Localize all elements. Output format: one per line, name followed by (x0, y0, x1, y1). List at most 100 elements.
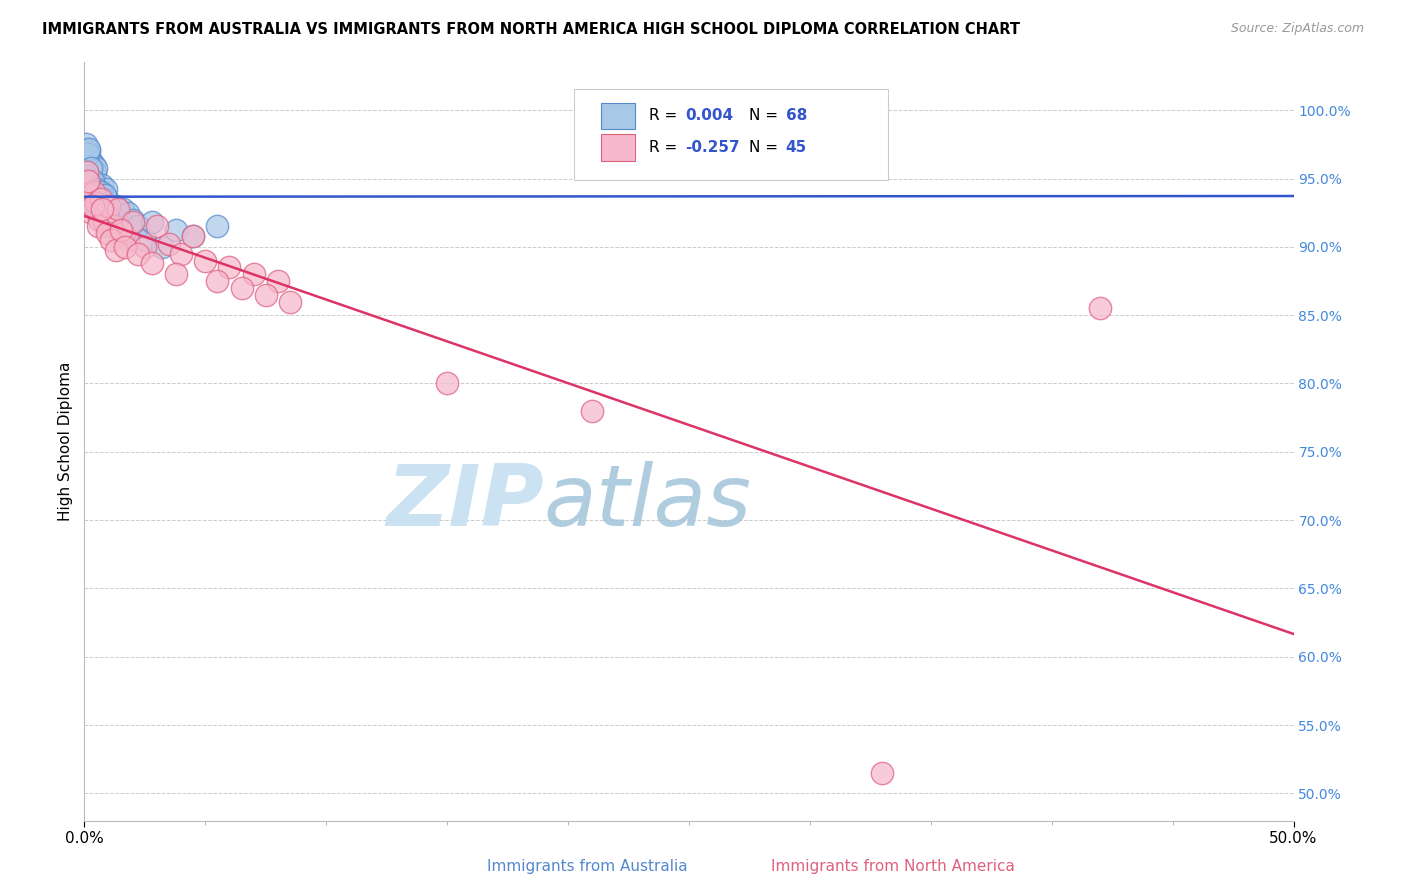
Point (104, 243, 127, 257)
Point (98, 215, 121, 229)
Point (120, 223, 142, 237)
Point (79, 174, 101, 188)
Point (207, 274, 229, 288)
Point (157, 237, 180, 252)
Point (94, 188, 117, 202)
Point (84, 192, 107, 206)
Text: R =: R = (650, 140, 682, 155)
Point (87, 199, 110, 213)
Point (97, 199, 120, 213)
Point (181, 229, 204, 244)
Point (91, 202, 114, 216)
Point (75, 178, 97, 193)
Point (117, 205, 139, 219)
Point (84, 185, 107, 199)
Point (80, 205, 103, 219)
Point (254, 287, 277, 301)
Point (114, 226, 136, 240)
Point (141, 215, 163, 229)
Point (93, 215, 115, 229)
Point (170, 246, 193, 260)
Point (86, 219, 108, 234)
Point (76, 161, 98, 175)
Point (76, 147, 98, 161)
Point (76, 165, 98, 179)
Point (96, 219, 118, 234)
Point (87, 205, 110, 219)
FancyBboxPatch shape (600, 135, 634, 161)
Point (165, 267, 187, 281)
Point (82, 188, 104, 202)
Text: 0.004: 0.004 (685, 109, 734, 123)
Point (121, 215, 143, 229)
Point (80, 161, 103, 175)
Point (94, 182, 117, 196)
Point (97, 199, 120, 213)
Point (114, 240, 136, 254)
Point (84, 182, 107, 196)
Point (194, 253, 217, 268)
Point (91, 192, 114, 206)
Text: 45: 45 (786, 140, 807, 155)
Point (89, 205, 111, 219)
Point (77, 182, 100, 196)
Point (278, 294, 301, 309)
Point (93, 199, 115, 213)
Point (231, 281, 253, 295)
Point (134, 233, 156, 247)
Y-axis label: High School Diploma: High School Diploma (58, 362, 73, 521)
Point (91, 202, 114, 216)
Point (93, 212, 115, 227)
Point (87, 212, 110, 227)
Point (82, 199, 104, 213)
Point (75, 158, 97, 172)
FancyBboxPatch shape (447, 855, 478, 878)
Point (83, 158, 105, 172)
Point (181, 229, 204, 244)
Point (104, 199, 127, 213)
Text: IMMIGRANTS FROM AUSTRALIA VS IMMIGRANTS FROM NORTH AMERICA HIGH SCHOOL DIPLOMA C: IMMIGRANTS FROM AUSTRALIA VS IMMIGRANTS … (42, 22, 1021, 37)
Point (80, 171, 103, 186)
Point (107, 212, 129, 227)
Point (872, 765, 894, 780)
Point (77, 188, 100, 202)
Point (127, 219, 149, 234)
Text: Immigrants from Australia: Immigrants from Australia (486, 859, 688, 873)
Point (242, 267, 264, 281)
Point (94, 205, 117, 219)
Point (121, 212, 143, 227)
Point (146, 219, 169, 234)
Text: ZIP: ZIP (387, 460, 544, 544)
Point (83, 185, 105, 199)
Point (86, 188, 108, 202)
Point (100, 205, 122, 219)
Point (79, 165, 101, 179)
Point (83, 165, 105, 179)
Point (134, 240, 156, 254)
Text: R =: R = (650, 109, 682, 123)
Text: Immigrants from North America: Immigrants from North America (770, 859, 1015, 873)
Point (218, 260, 240, 275)
Point (100, 233, 122, 247)
Point (94, 202, 117, 216)
Point (75, 137, 97, 152)
Text: N =: N = (749, 109, 783, 123)
Point (77, 141, 100, 155)
Point (79, 178, 101, 193)
Point (117, 233, 139, 247)
Point (97, 210, 120, 224)
Point (76, 169, 98, 183)
Point (86, 196, 108, 211)
Point (77, 171, 100, 186)
Point (89, 196, 111, 211)
Text: -0.257: -0.257 (685, 140, 740, 155)
Point (581, 404, 603, 418)
Text: atlas: atlas (544, 460, 752, 544)
Point (76, 141, 98, 155)
Point (110, 219, 132, 234)
Point (80, 153, 103, 168)
Point (82, 178, 104, 193)
FancyBboxPatch shape (600, 103, 634, 129)
Text: N =: N = (749, 140, 783, 155)
Point (110, 223, 132, 237)
